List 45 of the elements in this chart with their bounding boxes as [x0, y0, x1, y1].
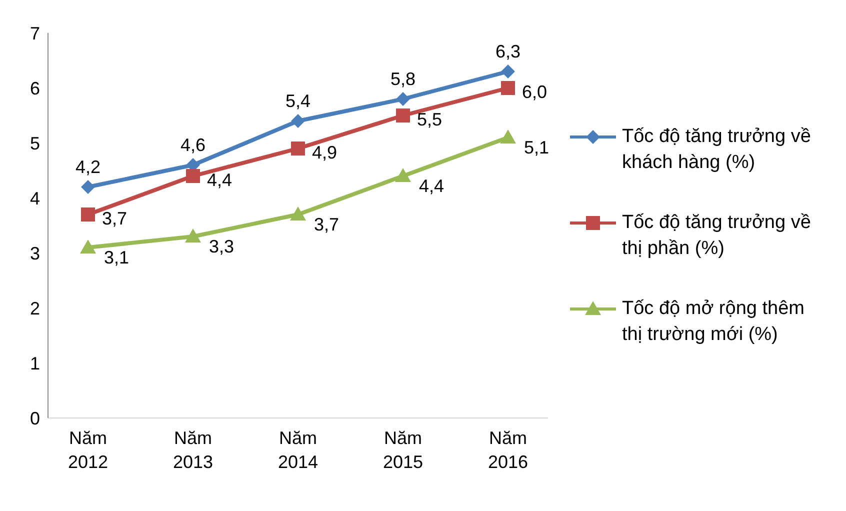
y-tick-label: 7 — [30, 23, 40, 44]
point — [186, 169, 200, 183]
data-label: 5,8 — [390, 69, 416, 89]
data-label: 4,4 — [419, 176, 444, 196]
data-label: 6,0 — [522, 82, 548, 102]
y-tick-label: 4 — [30, 188, 40, 208]
point — [396, 108, 410, 122]
data-label: 3,7 — [314, 214, 340, 234]
point — [81, 180, 95, 194]
point — [185, 228, 201, 242]
y-tick-label: 5 — [30, 133, 40, 154]
y-tick-label: 3 — [30, 243, 40, 264]
point — [290, 206, 306, 220]
point — [500, 130, 516, 144]
y-tick-label: 1 — [30, 353, 40, 374]
y-tick-label: 2 — [30, 298, 40, 318]
x-tick-label: Năm 2016 — [488, 428, 528, 472]
x-tick-label: Năm 2013 — [172, 428, 214, 472]
point — [501, 81, 515, 95]
data-label: 3,7 — [102, 208, 128, 228]
data-label: 5,4 — [285, 91, 311, 111]
x-tick-label: Năm 2012 — [68, 428, 108, 472]
x-tick-label: Năm 2015 — [382, 428, 424, 472]
data-label: 3,3 — [209, 236, 234, 256]
data-label: 5,5 — [417, 110, 442, 130]
data-label: 4,2 — [75, 157, 101, 177]
point — [395, 168, 411, 182]
data-label: 6,3 — [495, 42, 521, 62]
point — [291, 142, 305, 156]
legend-label: Tốc độ mở rộng thêm thị trường mới (%) — [622, 297, 806, 347]
legend-label: Tốc độ tăng trưởng về khách hàng (%) — [622, 125, 812, 175]
point — [81, 208, 95, 222]
point — [396, 92, 410, 106]
data-label: 4,9 — [312, 142, 338, 162]
y-tick-label: 6 — [30, 78, 40, 98]
point — [291, 114, 305, 128]
data-label: 3,1 — [104, 248, 130, 268]
data-label: 4,6 — [180, 135, 206, 155]
point — [501, 64, 515, 78]
data-label: 5,1 — [524, 138, 550, 158]
x-tick-label: Năm 2014 — [278, 428, 318, 472]
y-tick-label: 0 — [30, 408, 40, 428]
data-label: 4,4 — [207, 170, 232, 190]
point — [80, 240, 96, 254]
legend-label: Tốc độ tăng trưởng về thị phần (%) — [622, 211, 812, 261]
